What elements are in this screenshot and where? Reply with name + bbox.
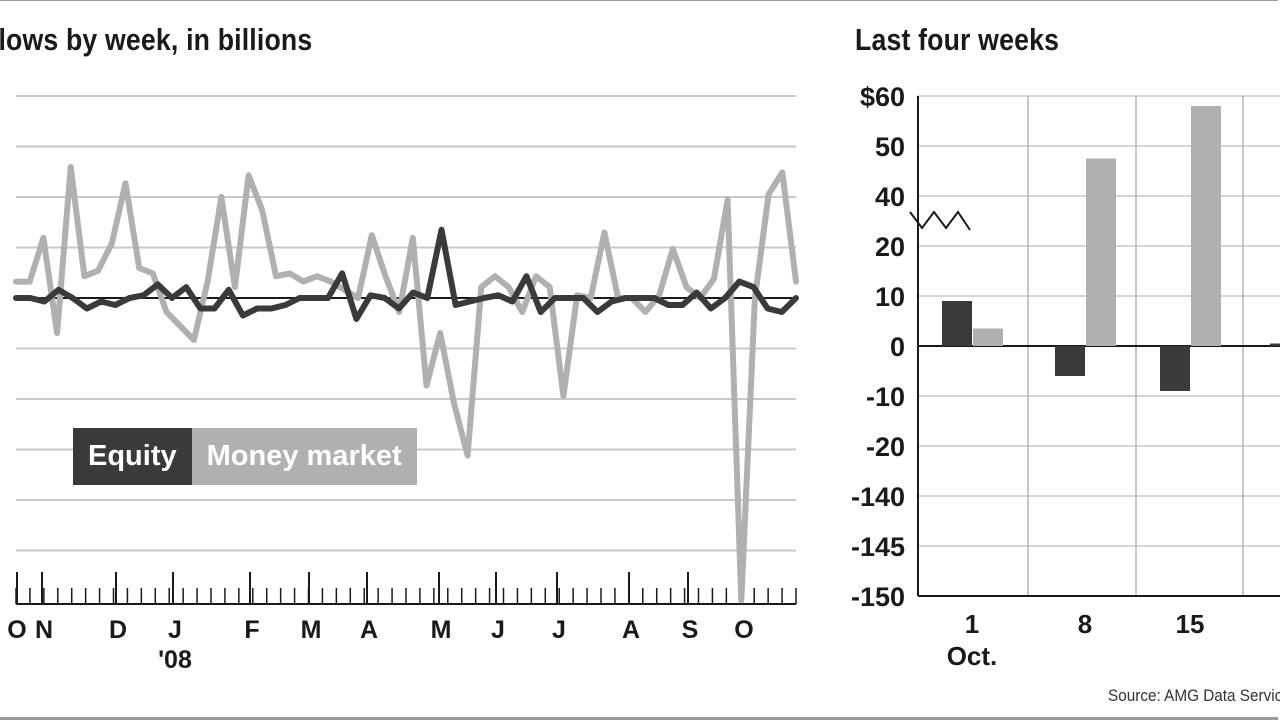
x-tick-label: J bbox=[491, 616, 505, 644]
equity-bar bbox=[1160, 346, 1190, 391]
category-group-label: Oct. bbox=[947, 641, 998, 671]
x-tick-label: J bbox=[552, 616, 566, 644]
x-tick-label: N bbox=[35, 616, 53, 644]
x-tick-label: O bbox=[7, 616, 26, 644]
x-tick-label: M bbox=[431, 616, 452, 644]
y-tick-label: -145 bbox=[851, 532, 905, 562]
category-label: 1 bbox=[965, 609, 979, 639]
money-market-bar bbox=[1191, 106, 1221, 346]
category-label: 8 bbox=[1078, 609, 1092, 639]
x-tick-label: D bbox=[109, 616, 127, 644]
y-tick-label: 40 bbox=[875, 182, 905, 212]
left-chart-title: Flows by week, in billions bbox=[0, 22, 313, 57]
x-tick-label: A bbox=[622, 616, 640, 644]
legend-equity: Equity bbox=[73, 428, 192, 485]
legend-money-market: Money market bbox=[191, 428, 417, 485]
x-tick-label: M bbox=[301, 616, 322, 644]
x-tick-label: S bbox=[682, 616, 699, 644]
x-tick-label: O bbox=[734, 616, 753, 644]
source-note: Source: AMG Data Services bbox=[1108, 686, 1280, 705]
money-market-bar bbox=[973, 328, 1003, 346]
category-label: 15 bbox=[1176, 609, 1205, 639]
legend: Equity Money market bbox=[73, 428, 417, 485]
money-market-series-line bbox=[13, 164, 799, 604]
y-tick-label: -140 bbox=[851, 482, 905, 512]
y-tick-label: -10 bbox=[866, 382, 905, 412]
equity-bar bbox=[1270, 343, 1280, 346]
y-tick-label: 50 bbox=[875, 132, 905, 162]
y-tick-label: $60 bbox=[860, 82, 905, 112]
x-tick-label: A bbox=[360, 616, 378, 644]
y-tick-label: 20 bbox=[875, 232, 905, 262]
year-label: '08 bbox=[158, 646, 192, 674]
x-tick-label: F bbox=[244, 616, 259, 644]
equity-bar bbox=[942, 301, 972, 346]
y-tick-label: -150 bbox=[851, 582, 905, 612]
y-tick-label: 10 bbox=[875, 282, 905, 312]
y-tick-label: 0 bbox=[890, 332, 905, 362]
right-chart-title: Last four weeks bbox=[855, 22, 1060, 57]
x-tick-label: J bbox=[168, 616, 182, 644]
y-tick-label: -20 bbox=[866, 432, 905, 462]
axis-break-icon bbox=[909, 210, 971, 231]
equity-bar bbox=[1055, 346, 1085, 376]
money-market-bar bbox=[1086, 158, 1116, 346]
equity-series-line bbox=[13, 226, 799, 322]
